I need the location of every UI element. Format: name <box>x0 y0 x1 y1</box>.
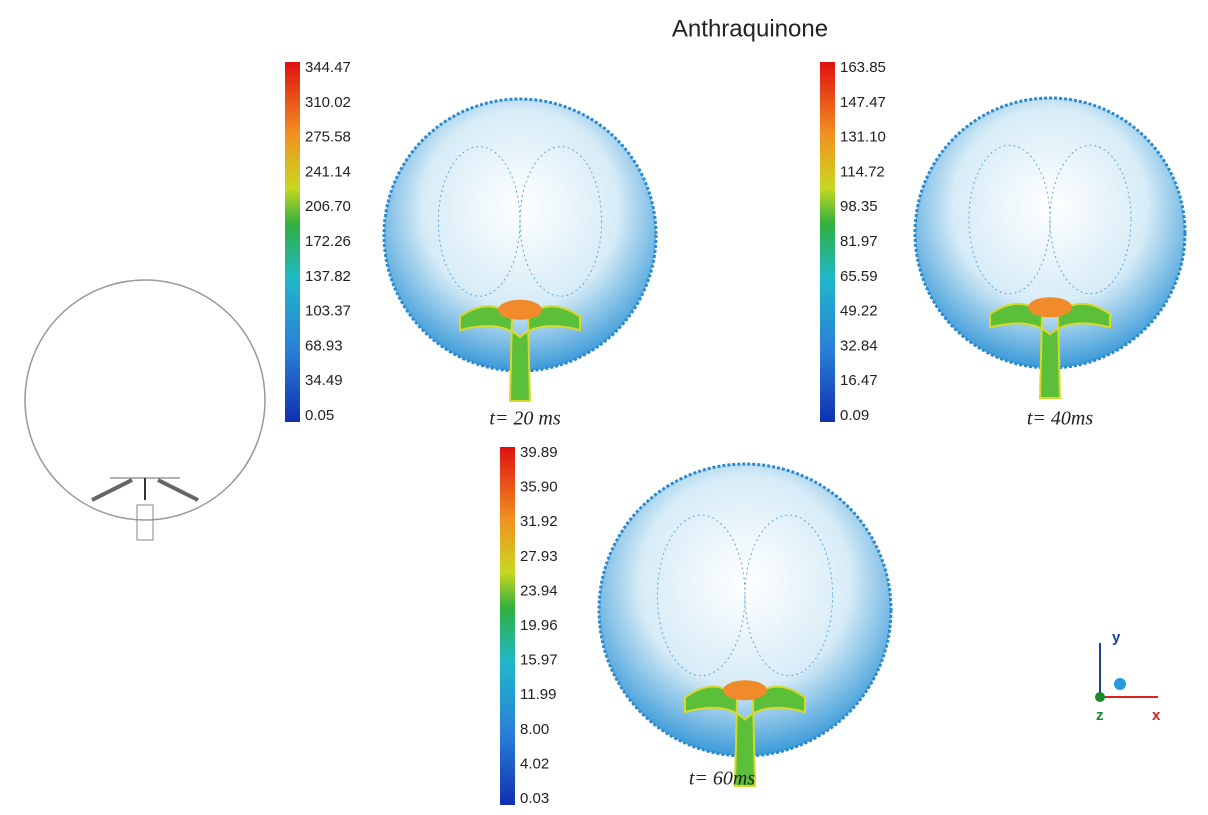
geometry-sketch <box>8 280 272 540</box>
colorbar-label: 0.09 <box>840 407 869 424</box>
panel: 39.89 35.90 31.92 27.93 23.94 19.96 15.97 11.99… <box>500 444 891 807</box>
colorbar-label: 39.89 <box>520 444 558 461</box>
jet-core <box>498 300 542 320</box>
colorbar-label: 35.90 <box>520 479 558 496</box>
flow-domain <box>599 464 891 756</box>
colorbar <box>285 62 300 422</box>
colorbar-label: 23.94 <box>520 582 558 599</box>
colorbar-label: 19.96 <box>520 617 558 634</box>
axis-label: z <box>1096 707 1104 724</box>
jet-core <box>1028 297 1072 317</box>
axis-label: x <box>1152 707 1161 724</box>
colorbar-label: 68.93 <box>305 337 343 354</box>
colorbar-label: 147.47 <box>840 94 886 111</box>
colorbar-label: 11.99 <box>520 686 556 703</box>
colorbar-label: 65.59 <box>840 268 878 285</box>
panel: 344.47 310.02 275.58 241.14 206.70 172.26 137.… <box>285 59 656 430</box>
title: Anthraquinone <box>672 15 828 42</box>
colorbar-label: 8.00 <box>520 721 549 738</box>
figure: Anthraquinone y z x 344.47 310.02 275.58 24… <box>0 0 1208 810</box>
colorbar-label: 98.35 <box>840 198 878 215</box>
panel: 163.85 147.47 131.10 114.72 98.35 81.97 65.59 4… <box>820 59 1185 430</box>
colorbar <box>500 447 515 805</box>
colorbar-label: 34.49 <box>305 372 343 389</box>
colorbar-label: 275.58 <box>305 129 351 146</box>
colorbar-label: 4.02 <box>520 755 549 772</box>
colorbar-label: 137.82 <box>305 268 351 285</box>
colorbar-label: 241.14 <box>305 163 351 180</box>
colorbar-label: 131.10 <box>840 129 886 146</box>
colorbar-label: 15.97 <box>520 652 558 669</box>
colorbar-label: 0.05 <box>305 407 334 424</box>
colorbar-label: 32.84 <box>840 337 878 354</box>
caption: t= 40ms <box>1027 408 1093 430</box>
flow-domain <box>384 99 656 371</box>
colorbar <box>820 62 835 422</box>
colorbar-label: 27.93 <box>520 548 558 565</box>
colorbar-label: 344.47 <box>305 59 351 76</box>
colorbar-label: 114.72 <box>840 163 885 180</box>
axes-triad: y z x <box>1095 629 1161 724</box>
colorbar-label: 206.70 <box>305 198 351 215</box>
colorbar-label: 81.97 <box>840 233 878 250</box>
caption: t= 20 ms <box>489 408 560 430</box>
colorbar-label: 310.02 <box>305 94 351 111</box>
axis-label: y <box>1112 629 1121 646</box>
colorbar-label: 172.26 <box>305 233 351 250</box>
colorbar-label: 49.22 <box>840 303 878 320</box>
flow-domain <box>915 98 1185 368</box>
jet-core <box>723 680 767 700</box>
caption: t= 60ms <box>689 768 755 790</box>
colorbar-label: 31.92 <box>520 513 558 530</box>
colorbar-label: 0.03 <box>520 790 549 807</box>
colorbar-label: 16.47 <box>840 372 878 389</box>
colorbar-label: 163.85 <box>840 59 886 76</box>
colorbar-label: 103.37 <box>305 303 351 320</box>
